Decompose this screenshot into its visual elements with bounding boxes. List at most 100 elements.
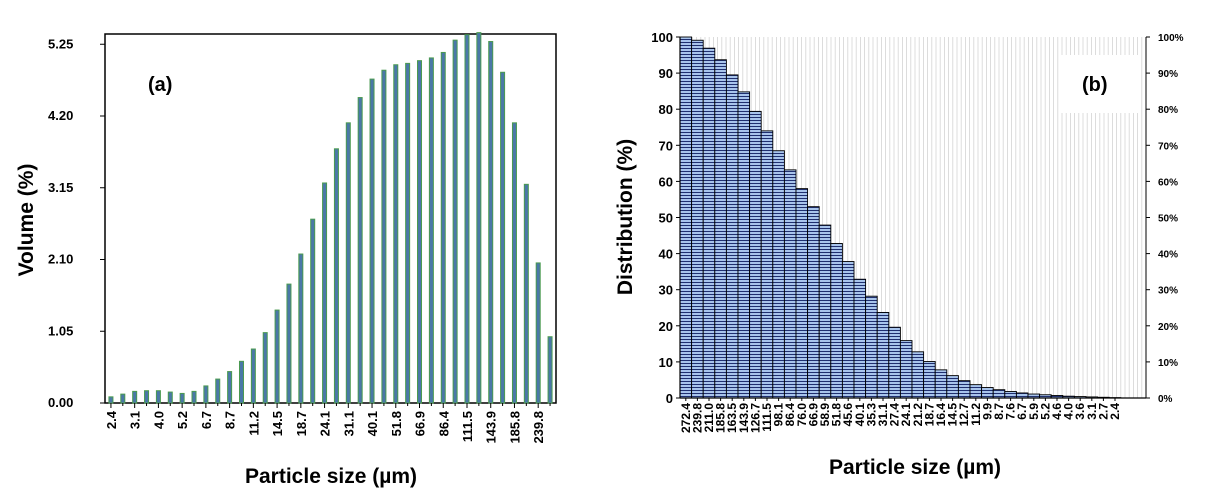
chart-a-bar — [298, 253, 304, 404]
chart-b-x-tick-label: 4.6 — [1050, 403, 1064, 420]
chart-b-x-tick-label: 24.1 — [899, 403, 913, 427]
chart-a-bar — [274, 309, 280, 404]
chart-b-x-tick-label: 45.6 — [841, 403, 855, 427]
chart-b-x-tick-label: 8.7 — [992, 403, 1006, 420]
chart-b-x-tick-label: 21.2 — [911, 403, 925, 427]
chart-a-bar — [345, 122, 351, 404]
chart-b-right-y-tick-label: 80% — [1158, 105, 1178, 116]
chart-a-bar — [535, 262, 541, 404]
chart-b-bars — [679, 36, 1122, 399]
chart-a-bar — [488, 41, 494, 404]
chart-a-x-tick-label: 51.8 — [389, 411, 404, 436]
chart-b-y-tick-label: 80 — [659, 102, 673, 117]
chart-b-x-tick-label: 126.7 — [748, 403, 762, 433]
chart-a-y-tick-label: 2.10 — [48, 252, 73, 267]
chart-b-x-tick-label: 2.4 — [1108, 403, 1122, 420]
chart-a-bar — [393, 64, 399, 404]
chart-b-bar — [888, 326, 901, 399]
chart-b-x-tick-label: 14.5 — [946, 403, 960, 427]
chart-a-bar — [417, 60, 423, 404]
chart-a-bar — [155, 390, 161, 404]
chart-a-bar — [191, 390, 197, 404]
chart-b-x-tick-label: 51.8 — [830, 403, 844, 427]
chart-b-y-tick-label: 60 — [659, 174, 673, 189]
chart-a-bar — [322, 182, 328, 404]
chart-a-bars — [108, 32, 553, 404]
chart-b-right-y-tick-label: 70% — [1158, 141, 1178, 152]
chart-a-bar — [227, 371, 233, 404]
chart-a-bar — [357, 97, 363, 404]
chart-b-label-box — [1060, 55, 1138, 113]
chart-a-x-tick-label: 143.9 — [484, 411, 499, 444]
chart-b-x-tick-label: 5.9 — [1027, 403, 1041, 420]
chart-a-y-tick-label: 4.20 — [48, 108, 73, 123]
chart-a-bar — [369, 78, 375, 404]
chart-b: 0 10 20 30 40 50 60 70 80 90 100 0% 10% 20% 30% 40% 50%… — [614, 30, 1184, 479]
chart-b-x-tick-label: 6.7 — [1015, 403, 1029, 420]
chart-b-bar — [714, 59, 727, 399]
chart-b-bar — [702, 47, 716, 399]
chart-b-bar — [853, 278, 867, 399]
chart-a-x-tick-label: 4.0 — [151, 411, 166, 429]
chart-a-y-tick-label: 3.15 — [48, 180, 73, 195]
chart-a-bar — [440, 51, 446, 404]
chart-b-x-tick-label: 4.0 — [1062, 403, 1076, 420]
chart-a-bar — [452, 39, 458, 404]
chart-b-bar — [1004, 391, 1017, 399]
chart-b-x-tick-label: 66.9 — [806, 403, 820, 427]
chart-b-y-tick-label: 10 — [659, 355, 673, 370]
chart-a-bar — [167, 391, 173, 404]
chart-a-bar — [108, 396, 114, 404]
chart-b-right-y-tick-label: 90% — [1158, 69, 1178, 80]
chart-a-bar — [523, 183, 529, 404]
chart-b-x-tick-label: 31.1 — [876, 403, 890, 427]
chart-b-bar — [807, 206, 820, 399]
chart-a-x-tick-label: 40.1 — [365, 411, 380, 436]
chart-b-x-tick-label: 86.4 — [783, 403, 797, 427]
chart-b-y-tick-label: 20 — [659, 319, 673, 334]
chart-b-y-tick-label: 90 — [659, 66, 673, 81]
chart-b-right-y-tick-label: 60% — [1158, 177, 1178, 188]
chart-a-x-tick-label: 86.4 — [436, 410, 451, 436]
chart-b-x-tick-label: 211.0 — [702, 403, 716, 433]
chart-b-x-tick-label: 3.6 — [1073, 403, 1087, 420]
chart-b-y-tick-label: 30 — [659, 283, 673, 298]
chart-a-bar — [381, 69, 387, 404]
chart-a-bar — [144, 390, 150, 404]
chart-b-y-axis-label: Distribution (%) — [614, 139, 637, 295]
chart-a-y-tick-label: 1.05 — [48, 323, 73, 338]
chart-a-bar — [310, 218, 316, 404]
chart-a-y-tick-label: 0.00 — [48, 395, 73, 410]
chart-b-y-tick-label: 100 — [651, 30, 673, 45]
chart-b-bar — [818, 224, 832, 399]
chart-a-x-tick-label: 24.1 — [318, 411, 333, 436]
chart-b-right-y-tick-label: 40% — [1158, 250, 1178, 261]
chart-b-x-tick-label: 9.9 — [980, 403, 994, 420]
chart-b-right-y-tick-label: 0% — [1158, 394, 1173, 405]
chart-a-bar — [179, 392, 185, 404]
chart-a-x-tick-label: 14.5 — [270, 411, 285, 436]
chart-a-bar — [333, 148, 339, 404]
chart-a-x-tick-label: 8.7 — [223, 411, 238, 429]
chart-b-x-tick-label: 98.1 — [772, 403, 786, 427]
chart-b-bar — [737, 91, 751, 399]
chart-b-right-y-tick-label: 100% — [1158, 33, 1184, 44]
chart-b-bar — [876, 311, 890, 399]
chart-a-y-axis-label: Volume (%) — [15, 164, 38, 277]
chart-a-bar — [215, 378, 221, 404]
chart-a-y-axis: 0.00 1.05 2.10 3.15 4.20 5.25 — [48, 36, 105, 410]
chart-b-bar — [969, 384, 983, 399]
chart-a-bar — [262, 332, 268, 404]
chart-b-x-tick-label: 7.6 — [1004, 403, 1018, 420]
chart-b-x-tick-label: 40.1 — [853, 403, 867, 427]
chart-b-bar — [679, 36, 693, 399]
chart-b-right-y-tick-label: 50% — [1158, 214, 1178, 225]
chart-a-x-tick-label: 66.9 — [413, 411, 428, 436]
chart-a-x-tick-label: 3.1 — [128, 411, 143, 429]
chart-b-x-tick-label: 16.4 — [934, 403, 948, 427]
chart-a-x-axis-label: Particle size (µm) — [245, 465, 417, 488]
chart-a-bar — [476, 32, 482, 404]
chart-b-bar — [691, 39, 704, 399]
chart-b-bar — [1015, 392, 1029, 399]
